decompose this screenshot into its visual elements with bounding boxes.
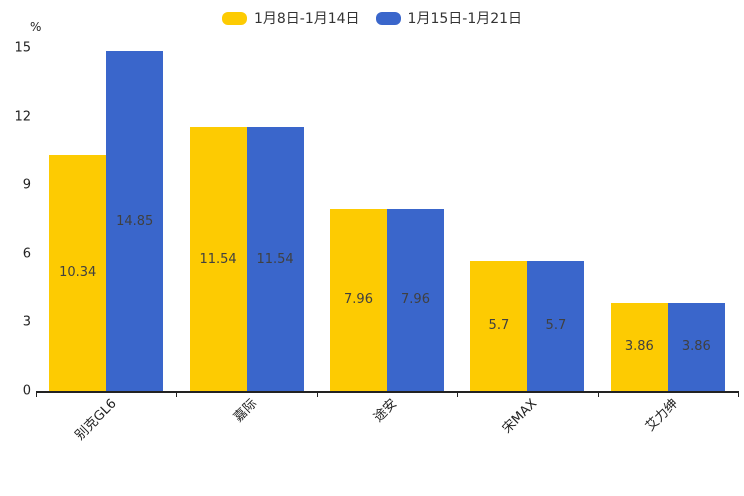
legend-label: 1月8日-1月14日 <box>253 11 360 27</box>
x-axis-category-label: 艾力绅 <box>642 396 681 435</box>
y-axis-tick-label: 12 <box>14 109 31 125</box>
bar-value-label: 5.7 <box>488 318 510 334</box>
bar-series2[interactable]: 3.86 <box>667 302 725 391</box>
x-axis-tick <box>36 391 37 397</box>
bar-series2[interactable]: 11.54 <box>246 127 304 391</box>
y-axis-tick-label: 15 <box>14 40 31 56</box>
x-axis-category-label: 宋MAX <box>500 396 541 437</box>
bar-series2[interactable]: 14.85 <box>106 51 164 391</box>
bar-series1[interactable]: 5.7 <box>470 260 528 391</box>
x-axis-category-label: 途安 <box>371 396 401 426</box>
bar-series1[interactable]: 10.34 <box>49 154 107 391</box>
bar-value-label: 3.86 <box>624 339 654 355</box>
x-axis-category-label: 嘉际 <box>230 396 260 426</box>
y-axis-unit-label: % <box>30 20 42 34</box>
bar-value-label: 11.54 <box>256 251 294 267</box>
bar-series1[interactable]: 11.54 <box>189 127 247 391</box>
legend-swatch-icon <box>375 11 401 25</box>
x-axis-tick <box>738 391 739 397</box>
bar-value-label: 11.54 <box>199 251 237 267</box>
x-axis-tick <box>316 391 318 397</box>
bar-value-label: 14.85 <box>116 213 154 229</box>
bar-value-label: 3.86 <box>681 339 711 355</box>
legend-label: 1月15日-1月21日 <box>407 11 523 27</box>
bar-value-label: 10.34 <box>59 265 97 281</box>
legend-item-2[interactable]: 1月15日-1月21日 <box>375 8 523 28</box>
x-axis-category-label: 别克GL6 <box>72 396 120 444</box>
y-axis-tick-label: 6 <box>22 246 31 262</box>
x-axis-tick <box>597 391 599 397</box>
legend-item-1[interactable]: 1月8日-1月14日 <box>221 8 360 28</box>
bar-series1[interactable]: 3.86 <box>610 302 668 391</box>
bar-series1[interactable]: 7.96 <box>330 208 387 391</box>
x-axis-tick <box>457 391 459 397</box>
y-axis-tick-label: 0 <box>22 383 31 399</box>
bar-series2[interactable]: 7.96 <box>387 208 444 391</box>
bar-value-label: 7.96 <box>401 292 430 308</box>
legend: 1月8日-1月14日 1月15日-1月21日 <box>0 8 744 28</box>
x-axis-tick <box>176 391 178 397</box>
y-axis-tick-label: 9 <box>22 177 31 193</box>
bar-value-label: 7.96 <box>344 292 373 308</box>
bar-value-label: 5.7 <box>545 318 567 334</box>
bar-series2[interactable]: 5.7 <box>527 260 585 391</box>
legend-swatch-icon <box>221 11 247 25</box>
x-axis-line <box>36 391 738 393</box>
y-axis-tick-label: 3 <box>22 314 31 330</box>
